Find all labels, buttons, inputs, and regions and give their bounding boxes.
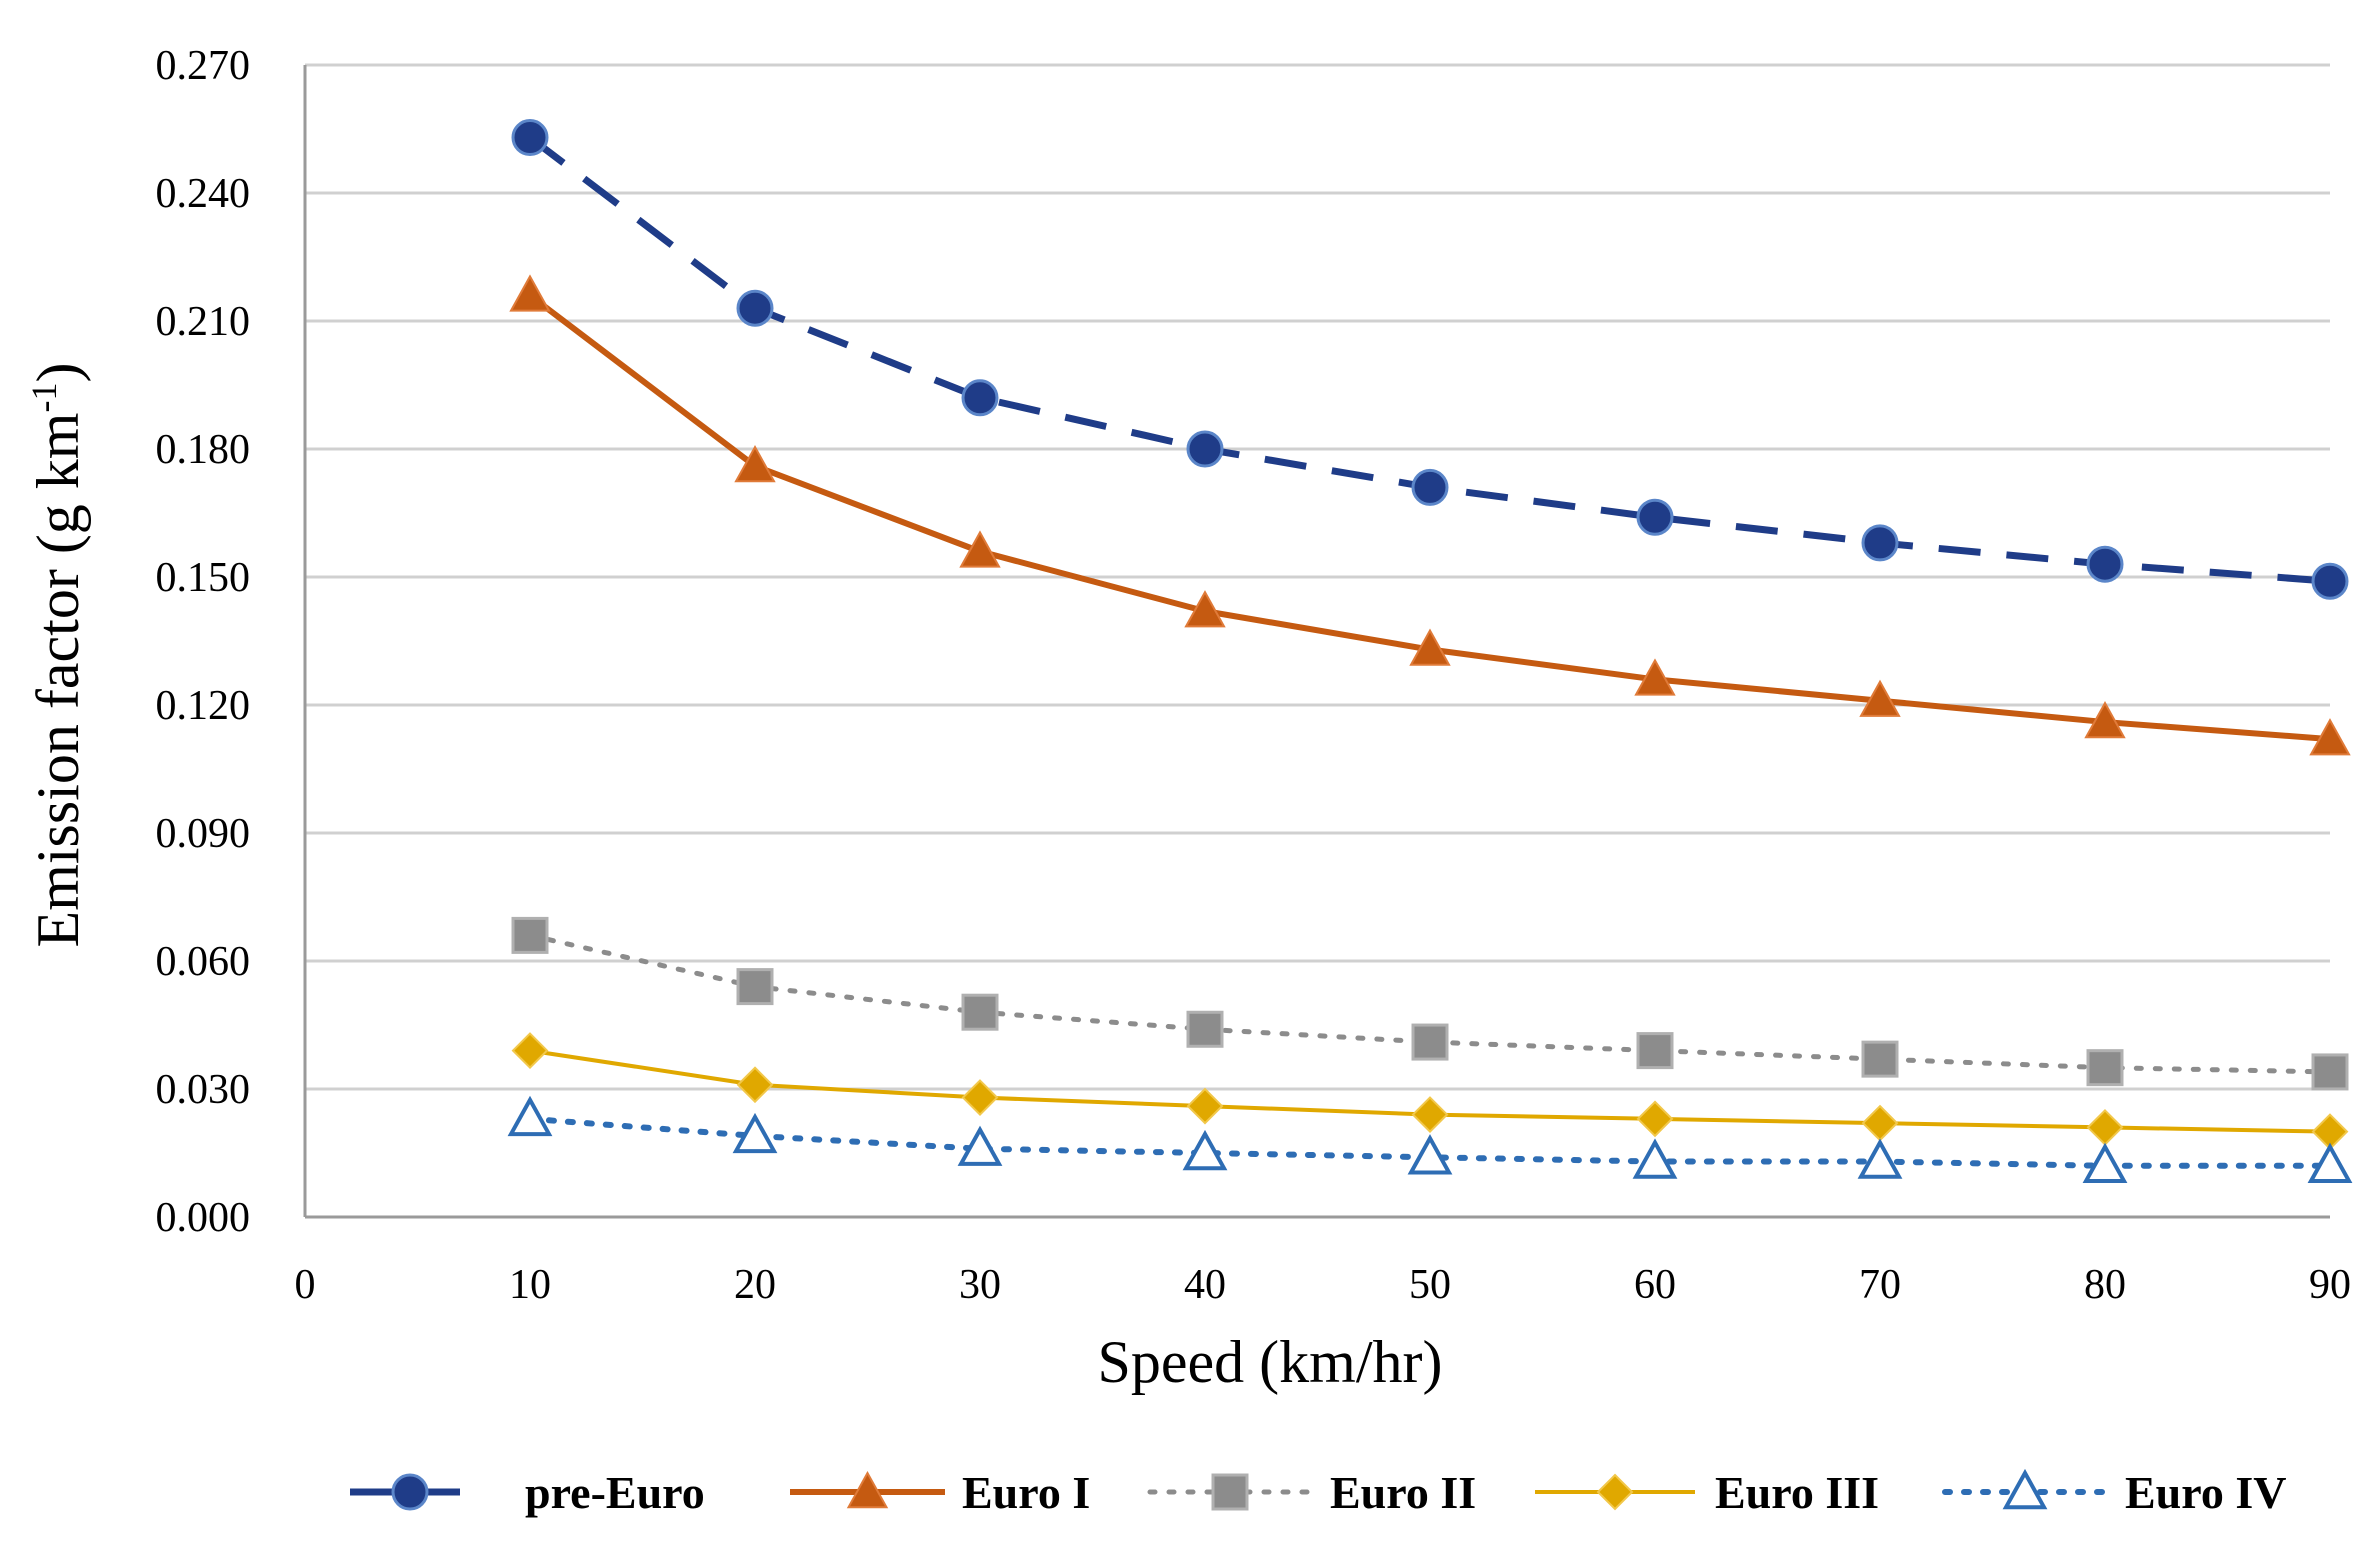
data-point-euro-ii [736,968,774,1006]
data-point-euro-ii [1411,1023,1449,1061]
data-point-euro-i [509,274,551,312]
data-point-euro-iii [1636,1100,1674,1138]
y-tick-label: 0.000 [156,1195,251,1241]
data-point-euro-iii [1186,1087,1224,1125]
data-point-euro-iii [961,1079,999,1116]
data-point-euro-iv [957,1125,1003,1166]
legend-item-euro-ii: Euro II [1147,1467,1476,1518]
y-tick-label: 0.270 [156,43,251,89]
y-tick-label: 0.120 [156,683,251,729]
legend-label-euro-iii: Euro III [1715,1467,1879,1518]
data-point-euro-iii [511,1032,549,1070]
data-point-euro-iii [1411,1096,1449,1134]
data-point-euro-iii [1861,1104,1899,1142]
data-point-euro-iv [1857,1138,1903,1179]
series-euro-ii [511,916,2349,1091]
legend-marker-euro-ii [1211,1473,1249,1511]
y-tick-label: 0.180 [156,427,251,473]
x-tick-label: 60 [1634,1262,1676,1308]
data-point-euro-i [1859,679,1901,717]
data-point-euro-iii [2086,1108,2124,1146]
data-point-euro-i [959,530,1001,568]
data-point-euro-ii [1636,1032,1674,1070]
data-point-euro-i [2309,718,2351,756]
y-axis-title-superscript: -1 [24,383,64,413]
x-tick-label: 0 [295,1262,316,1308]
legend-item-euro-i: Euro I [790,1467,1090,1518]
data-point-pre-euro [1861,524,1899,562]
data-point-pre-euro [961,379,999,417]
data-point-pre-euro [2086,545,2124,583]
data-point-euro-iv [1632,1138,1678,1179]
legend-marker-pre-euro [391,1473,429,1511]
axes [303,65,2330,1219]
data-point-pre-euro [511,119,549,157]
data-point-euro-ii [2311,1053,2349,1091]
data-point-euro-iii [736,1066,774,1104]
data-point-pre-euro [2311,562,2349,600]
legend-marker-euro-iv [2002,1468,2048,1510]
series-line-euro-iv [527,1115,2333,1169]
x-tick-label: 90 [2309,1262,2351,1308]
x-tick-label: 20 [734,1262,776,1308]
y-tick-label: 0.030 [156,1067,251,1113]
series-euro-i [509,274,2351,756]
y-tick-label: 0.060 [156,939,251,985]
data-point-euro-iv [732,1112,778,1154]
x-tick-labels: 0 10 20 30 40 50 60 70 80 90 [295,1262,2352,1308]
y-tick-label: 0.210 [156,299,251,345]
data-point-euro-iv [507,1095,553,1137]
y-tick-label: 0.240 [156,171,251,217]
x-tick-label: 50 [1409,1262,1451,1308]
legend-item-euro-iii: Euro III [1535,1467,1879,1518]
x-tick-label: 30 [959,1262,1001,1308]
y-axis-title: Emission factor (g km-1) [24,363,91,948]
y-tick-labels: 0.000 0.030 0.060 0.090 0.120 0.150 0.180 0.210… [156,43,251,1241]
legend-label-euro-iv: Euro IV [2125,1467,2286,1518]
data-point-euro-ii [2086,1049,2124,1087]
legend: pre-Euro Euro I Euro II Euro III Euro IV [350,1467,2286,1518]
data-point-euro-ii [1861,1040,1899,1078]
x-tick-label: 80 [2084,1262,2126,1308]
data-point-euro-iv [2082,1142,2128,1183]
series-line-euro-ii [527,932,2333,1075]
data-point-euro-i [2084,701,2126,739]
data-point-pre-euro [1636,498,1674,536]
data-point-euro-i [1634,658,1676,696]
series-euro-iv [507,1095,2353,1183]
x-axis-title: Speed (km/hr) [1098,1329,1443,1395]
x-tick-label: 40 [1184,1262,1226,1308]
data-point-euro-i [734,445,776,483]
legend-label-pre-euro: pre-Euro [525,1467,705,1518]
legend-label-euro-i: Euro I [962,1467,1090,1518]
x-tick-label: 10 [509,1262,551,1308]
data-point-euro-ii [961,993,999,1031]
legend-label-euro-ii: Euro II [1330,1467,1476,1518]
legend-marker-euro-i [846,1470,889,1509]
data-point-pre-euro [736,289,774,327]
y-tick-label: 0.090 [156,811,251,857]
series-line-euro-i [528,293,2331,743]
y-tick-label: 0.150 [156,555,251,601]
data-point-euro-iv [1182,1129,1228,1171]
data-point-euro-ii [511,916,549,954]
x-tick-label: 70 [1859,1262,1901,1308]
data-point-euro-iv [1407,1134,1453,1175]
series-line-pre-euro [527,134,2331,585]
legend-item-pre-euro: pre-Euro [350,1467,705,1518]
series [507,119,2353,1183]
data-point-pre-euro [1186,430,1224,468]
legend-marker-euro-iii [1596,1473,1634,1511]
data-point-euro-iv [2307,1142,2353,1183]
data-point-pre-euro [1411,468,1449,506]
legend-item-euro-iv: Euro IV [1942,1467,2286,1518]
data-point-euro-i [1184,590,1226,628]
series-euro-iii [511,1032,2349,1151]
data-point-euro-i [1409,628,1451,666]
gridlines [305,63,2330,1091]
data-point-euro-ii [1186,1010,1224,1048]
series-pre-euro [511,119,2349,600]
